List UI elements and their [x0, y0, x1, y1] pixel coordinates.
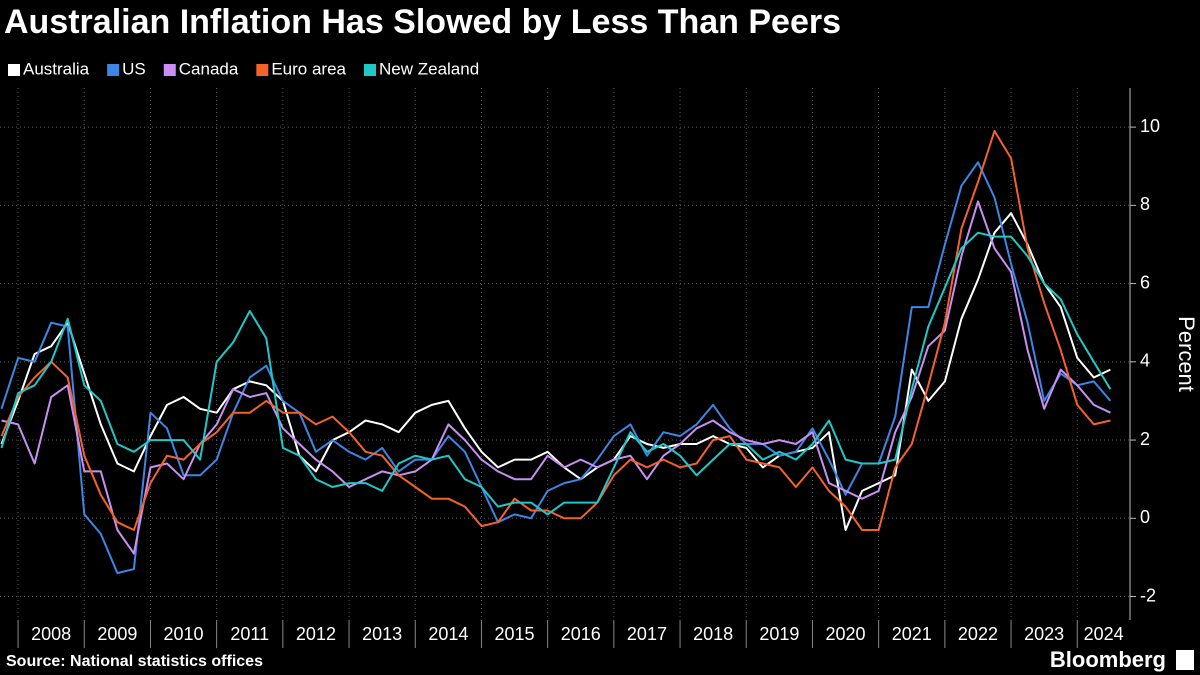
series-line [0, 231, 1112, 516]
y-tick-label: 2 [1140, 429, 1150, 449]
legend-label: Euro area [271, 59, 346, 78]
y-tick-label: 4 [1140, 351, 1150, 371]
x-tick-label: 2019 [759, 624, 799, 644]
source-note: Source: National statistics offices [6, 653, 263, 670]
legend-swatch [256, 64, 269, 76]
x-tick-label: 2024 [1084, 624, 1124, 644]
legend-label: New Zealand [379, 59, 479, 78]
x-tick-label: 2020 [826, 624, 866, 644]
chart-title: Australian Inflation Has Slowed by Less … [4, 3, 841, 41]
y-tick-label: 10 [1140, 116, 1160, 136]
x-tick-label: 2011 [230, 624, 269, 644]
x-tick-label: 2013 [362, 624, 402, 644]
series-line [1, 200, 1111, 555]
legend-swatch [163, 64, 176, 76]
x-tick-label: 2021 [892, 624, 932, 644]
x-tick-label: 2018 [693, 624, 733, 644]
x-tick-label: 2017 [627, 624, 667, 644]
x-tick-label: 2012 [296, 624, 336, 644]
brand-logo: Bloomberg [1050, 647, 1166, 672]
y-tick-label: 8 [1140, 194, 1150, 214]
x-tick-label: 2009 [97, 624, 137, 644]
x-tick-label: 2023 [1024, 624, 1064, 644]
x-tick-label: 2022 [958, 624, 998, 644]
legend-swatch [8, 64, 20, 76]
series-line [0, 130, 1111, 531]
y-tick-label: 0 [1140, 507, 1150, 527]
x-tick-label: 2008 [31, 624, 71, 644]
legend-swatch [364, 64, 376, 76]
x-tick-label: 2015 [495, 624, 535, 644]
x-tick-label: 2014 [428, 624, 468, 644]
y-tick-label: -2 [1140, 585, 1156, 605]
x-tick-label: 2016 [561, 624, 601, 644]
y-tick-label: 6 [1140, 272, 1150, 292]
legend-label: Canada [179, 59, 239, 78]
legend-label: Australia [23, 59, 90, 78]
legend-label: US [122, 59, 146, 78]
x-tick-label: 2010 [164, 624, 204, 644]
y-axis-title: Percent [1174, 316, 1199, 392]
brand-icon [1176, 650, 1194, 670]
legend-swatch [107, 64, 120, 76]
